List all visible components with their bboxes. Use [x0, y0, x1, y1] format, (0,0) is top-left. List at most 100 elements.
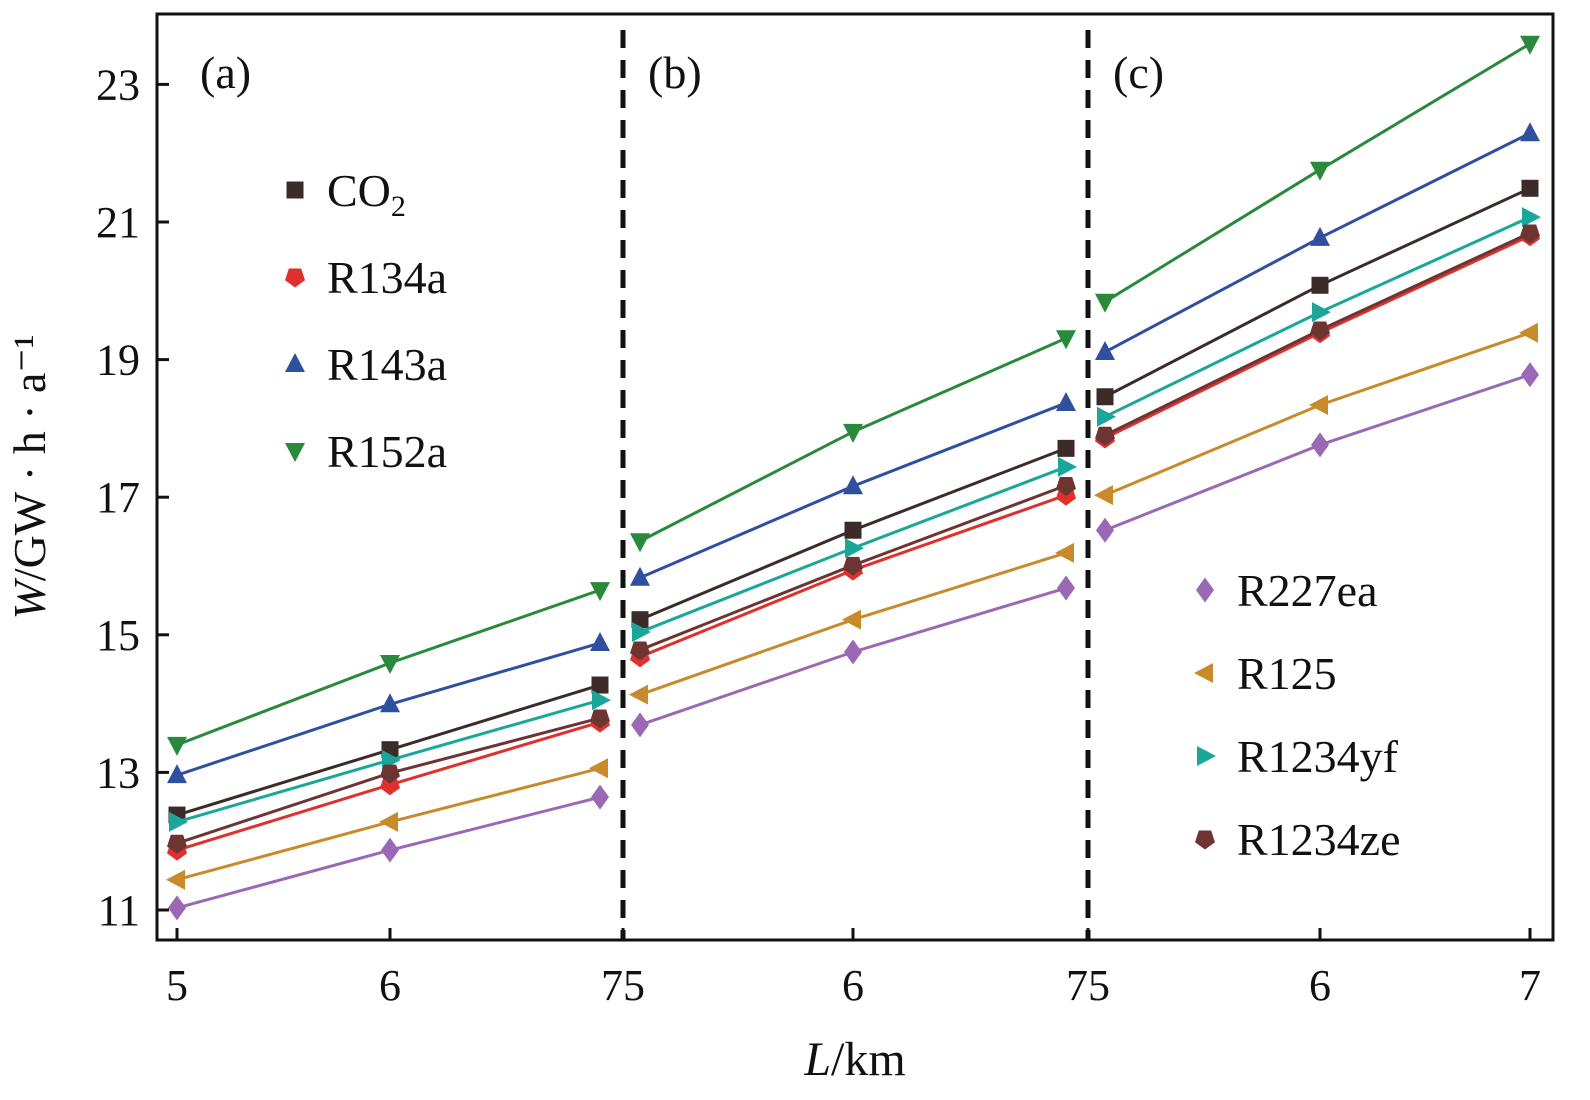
data-point-r125 [842, 609, 861, 630]
x-axis-label: L/km [803, 1033, 905, 1086]
data-point-r152a [590, 582, 610, 602]
data-point-r1234yf [592, 690, 611, 711]
y-tick-label: 17 [96, 473, 140, 522]
series-r227ea [168, 362, 1539, 921]
data-point-r1234ze [843, 556, 863, 576]
legend-label: R143a [327, 339, 447, 390]
series-r1234ze [167, 224, 1540, 854]
y-tick-label: 21 [96, 198, 140, 247]
data-point-r1234yf [845, 538, 864, 559]
data-point-r1234ze [1095, 426, 1115, 446]
legend-marker [285, 353, 305, 372]
data-point-r227ea [381, 837, 399, 863]
data-point-r125 [589, 758, 608, 779]
data-point-r1234yf [169, 811, 188, 832]
data-point-r125 [166, 869, 185, 890]
legend-marker [1194, 663, 1213, 683]
data-point-r1234ze [1310, 321, 1330, 341]
data-point-r1234yf [1312, 302, 1331, 323]
x-tick-label: 75 [601, 961, 645, 1010]
legend-item-r125: R125 [1194, 648, 1337, 699]
series-r152a [167, 35, 1540, 756]
series-layer [166, 35, 1541, 921]
legend-item-r152a: R152a [285, 426, 447, 477]
data-point-r152a [167, 736, 187, 756]
data-point-co2 [631, 611, 649, 629]
x-tick-label: 6 [842, 961, 864, 1010]
data-point-r1234ze [630, 641, 650, 661]
legend-marker [1195, 830, 1215, 850]
legend-item-r1234yf: R1234yf [1197, 731, 1399, 782]
data-point-r152a [1310, 161, 1330, 181]
legend-label: R227ea [1237, 565, 1378, 616]
x-tick-label: 75 [1066, 961, 1110, 1010]
series-r125 [166, 322, 1538, 890]
x-tick-label: 7 [1519, 961, 1541, 1010]
legend-marker [1197, 746, 1216, 766]
x-tick-label: 6 [379, 961, 401, 1010]
y-axis-label: W/GW · h · a⁻¹ [4, 334, 55, 619]
data-point-r143a [1310, 226, 1330, 246]
y-tick-label: 13 [96, 748, 140, 797]
data-point-co2 [1057, 439, 1075, 457]
data-point-r227ea [631, 712, 649, 738]
y-label-unit: /GW · h · a⁻¹ [4, 334, 55, 581]
y-tick-label: 11 [98, 886, 140, 935]
data-point-co2 [1311, 276, 1329, 294]
legend-label: R152a [327, 426, 447, 477]
legend-item-r1234ze: R1234ze [1195, 814, 1401, 865]
data-point-r143a [167, 764, 187, 784]
legend-layer: CO2 R134a R143a R152a R227ea R125 R1234yf R1234… [285, 165, 1401, 865]
data-point-r227ea [1057, 575, 1075, 601]
data-point-r143a [630, 566, 650, 586]
data-point-r125 [379, 811, 398, 832]
data-point-r134a [380, 776, 400, 796]
legend-item-r134a: R134a [285, 252, 447, 303]
data-point-r1234yf [1058, 456, 1077, 477]
axis-layer: 11 13 15 17 19 21 23 5 6 75 6 75 6 7 (a) (b) (c) [96, 47, 1541, 1010]
data-point-r125 [1055, 542, 1074, 563]
data-point-r1234ze [380, 764, 400, 784]
legend-label: R125 [1237, 648, 1337, 699]
series-line-r125 [1104, 331, 1531, 497]
data-point-r227ea [844, 639, 862, 665]
data-point-r1234ze [590, 709, 610, 729]
y-tick-label: 23 [96, 60, 140, 109]
series-co2 [168, 179, 1539, 824]
data-point-r143a [590, 632, 610, 652]
legend-label: R1234yf [1237, 731, 1399, 782]
data-point-r152a [1056, 330, 1076, 350]
data-point-r1234yf [1522, 207, 1541, 228]
series-r1234yf [169, 207, 1541, 832]
legend-item-r143a: R143a [285, 339, 447, 390]
legend-item-co2: CO2 [286, 165, 406, 223]
data-point-r143a [1056, 391, 1076, 411]
data-point-r227ea [168, 895, 186, 921]
data-point-co2 [591, 676, 609, 694]
panel-label: (b) [648, 47, 702, 98]
data-point-r1234yf [632, 622, 651, 643]
data-point-r152a [1095, 293, 1115, 313]
data-point-r1234ze [1520, 224, 1540, 244]
data-point-r125 [629, 684, 648, 705]
legend-label: CO2 [327, 165, 406, 223]
legend-marker [285, 443, 305, 462]
data-point-r227ea [1096, 517, 1114, 543]
data-point-co2 [1521, 179, 1539, 197]
data-point-co2 [844, 521, 862, 539]
legend-marker [286, 181, 304, 199]
data-point-r125 [1309, 395, 1328, 416]
x-tick-label: 6 [1309, 961, 1331, 1010]
legend-marker [285, 268, 305, 288]
data-point-r1234yf [1097, 406, 1116, 427]
data-point-r152a [1520, 35, 1540, 55]
data-point-r227ea [591, 784, 609, 810]
legend-label: R1234ze [1237, 814, 1401, 865]
data-point-r143a [843, 475, 863, 495]
data-point-r227ea [1521, 362, 1539, 388]
legend-item-r227ea: R227ea [1196, 565, 1378, 616]
legend-marker [1196, 577, 1214, 603]
data-point-r227ea [1311, 432, 1329, 458]
data-point-r143a [1095, 341, 1115, 361]
